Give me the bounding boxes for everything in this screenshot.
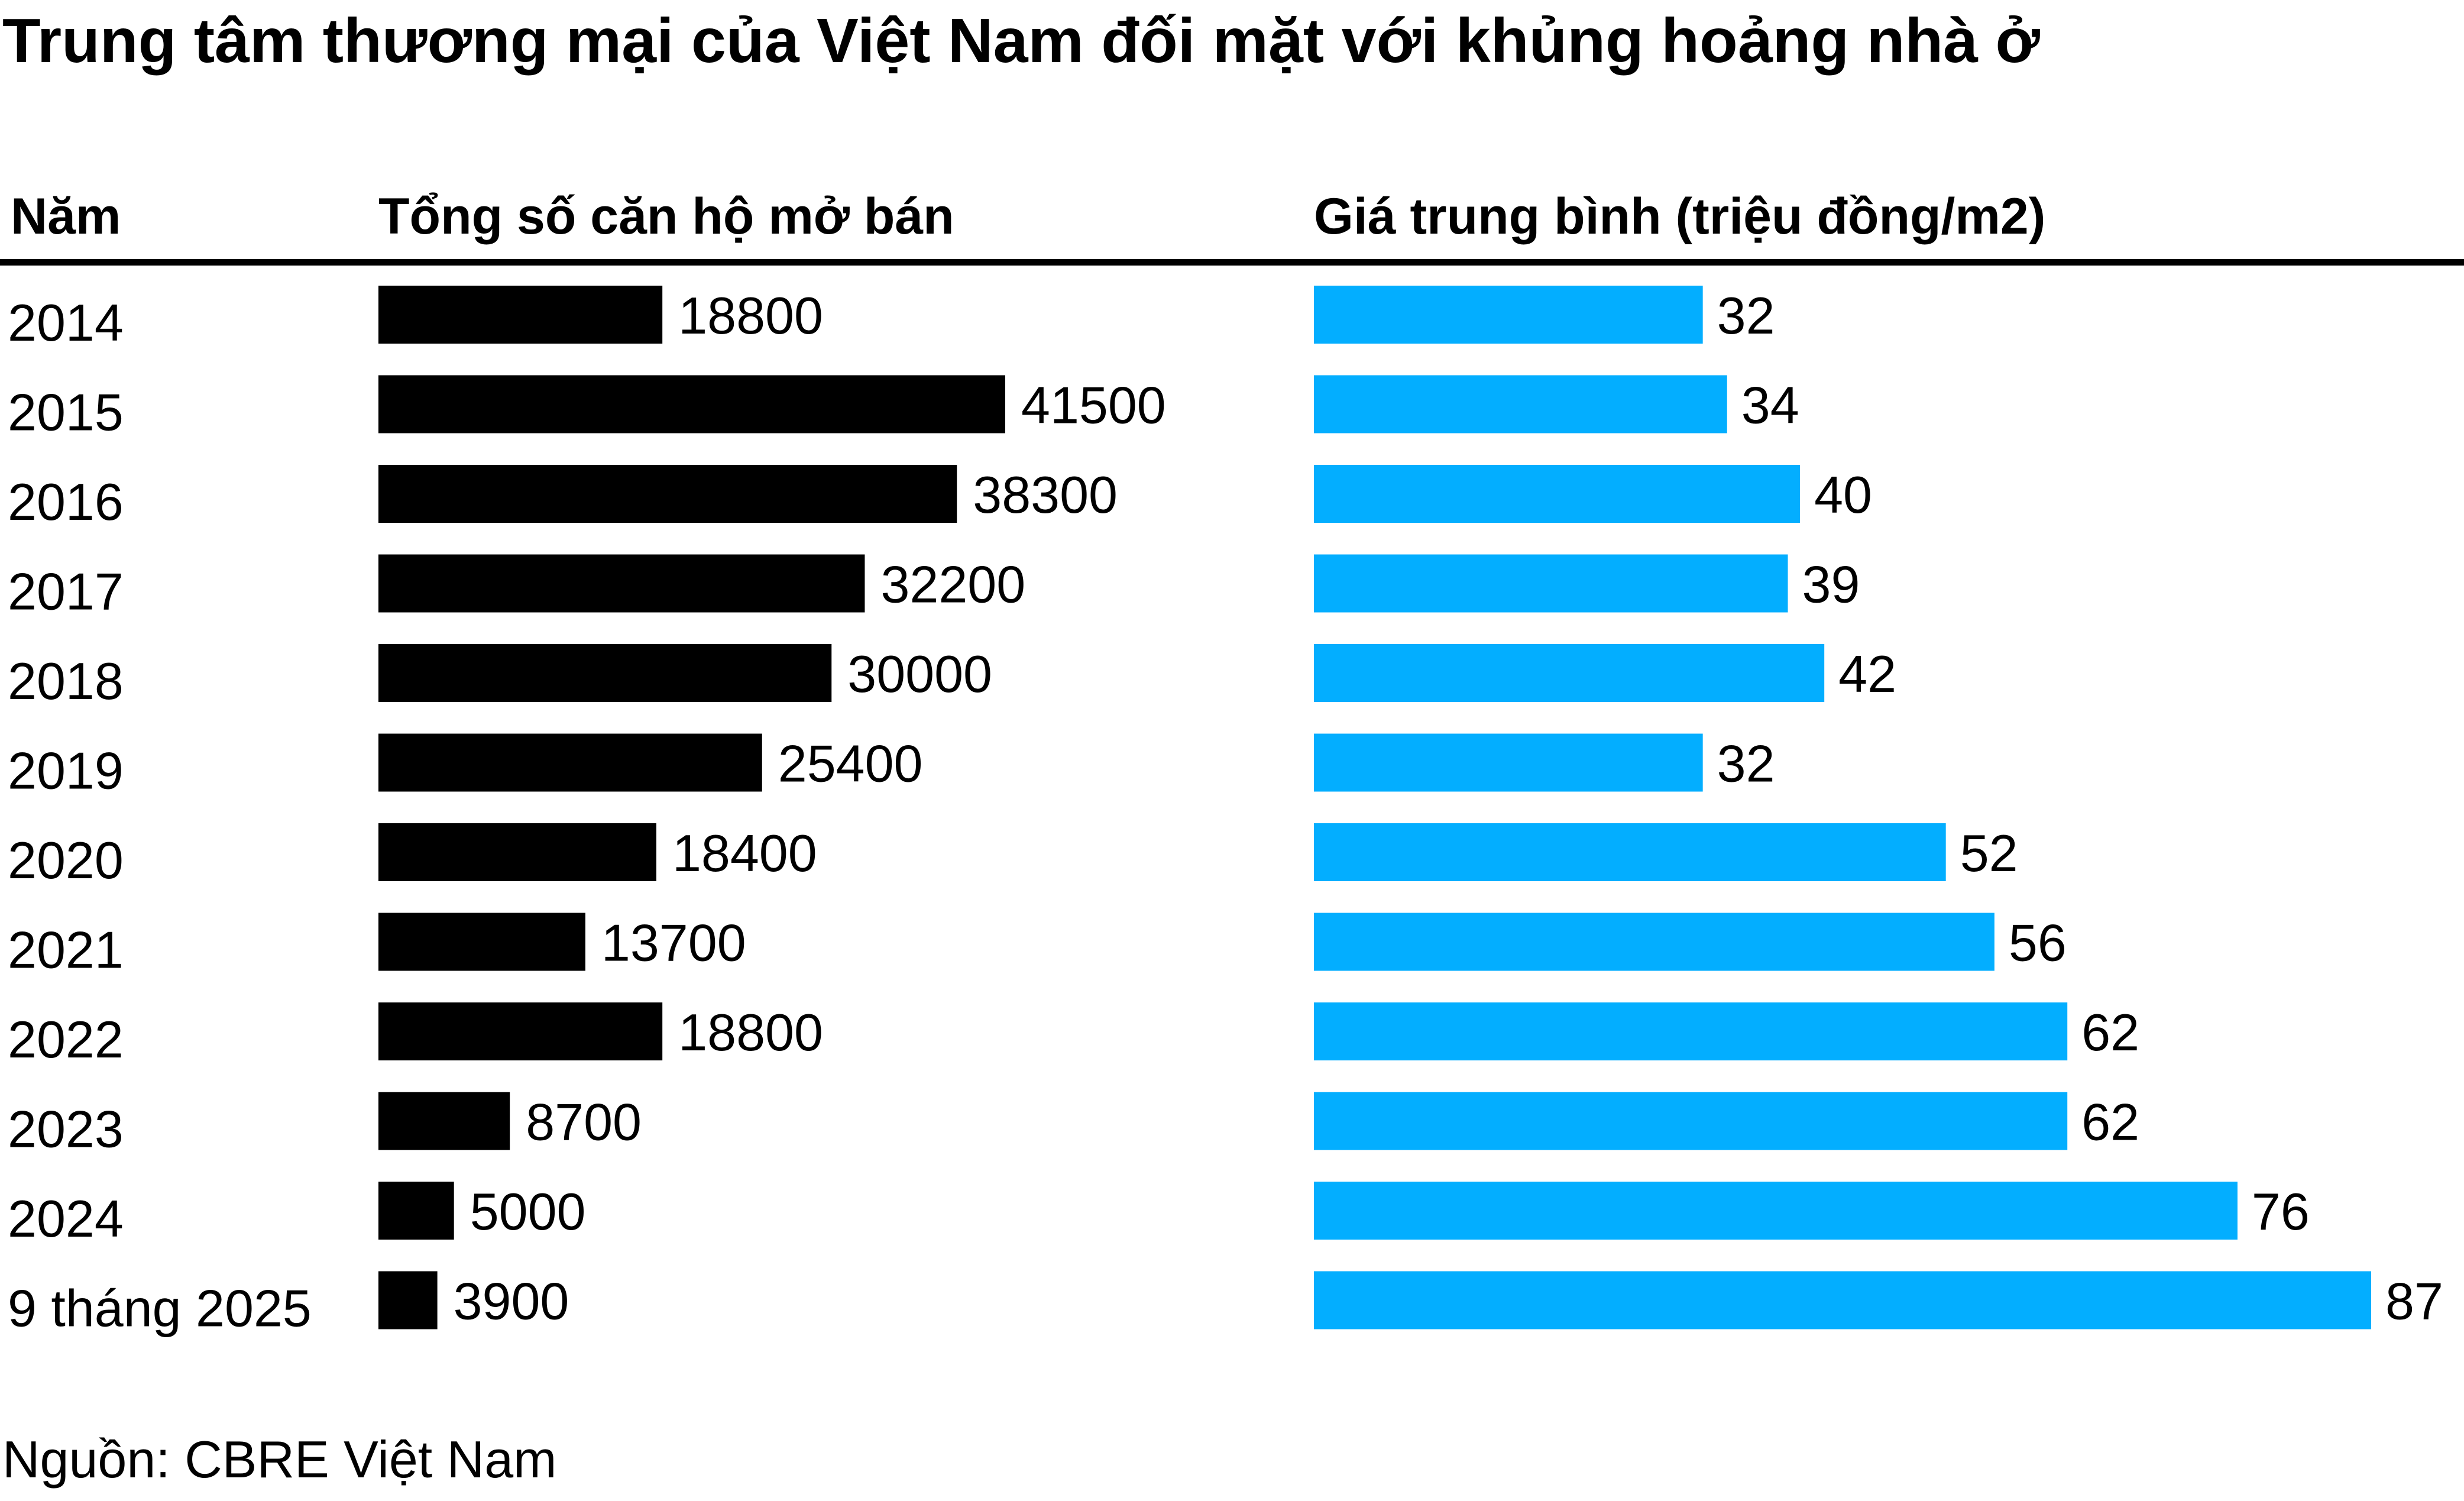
price-bar xyxy=(1314,1182,2238,1240)
units-value-label: 18800 xyxy=(678,286,823,345)
year-label: 2024 xyxy=(8,1189,124,1248)
price-value-label: 40 xyxy=(1814,465,1872,524)
chart-title: Trung tâm thương mại của Việt Nam đối mặ… xyxy=(2,6,2041,76)
price-bar xyxy=(1314,644,1825,702)
year-label: 2014 xyxy=(8,293,124,352)
price-value-label: 42 xyxy=(1838,645,1896,703)
units-bar xyxy=(378,554,865,613)
year-label: 2023 xyxy=(8,1100,124,1159)
year-label: 2022 xyxy=(8,1010,124,1069)
units-value-label: 13700 xyxy=(601,914,746,972)
year-label: 2020 xyxy=(8,831,124,889)
year-label: 2017 xyxy=(8,562,124,621)
price-bar xyxy=(1314,1271,2371,1329)
price-value-label: 32 xyxy=(1717,735,1775,793)
units-value-label: 38300 xyxy=(973,465,1118,524)
price-value-label: 32 xyxy=(1717,286,1775,345)
price-value-label: 56 xyxy=(2009,914,2067,972)
year-label: 2019 xyxy=(8,742,124,800)
units-value-label: 41500 xyxy=(1021,376,1166,435)
header-price: Giá trung bình (triệu đồng/m2) xyxy=(1314,188,2045,245)
units-bar xyxy=(378,1092,510,1150)
header-units: Tổng số căn hộ mở bán xyxy=(378,188,954,245)
price-value-label: 34 xyxy=(1741,376,1799,435)
price-bar xyxy=(1314,554,1788,613)
price-value-label: 52 xyxy=(1960,824,2018,882)
units-bar xyxy=(378,1182,454,1240)
header-divider xyxy=(0,259,2464,266)
price-value-label: 87 xyxy=(2385,1272,2443,1331)
units-value-label: 5000 xyxy=(470,1182,586,1241)
units-value-label: 32200 xyxy=(880,555,1025,614)
units-value-label: 3900 xyxy=(454,1272,569,1331)
units-bar xyxy=(378,913,585,971)
units-bar xyxy=(378,1002,663,1060)
units-value-label: 25400 xyxy=(778,735,923,793)
units-bar xyxy=(378,644,832,702)
units-bar xyxy=(378,1271,438,1329)
price-bar xyxy=(1314,733,1703,792)
price-bar xyxy=(1314,1002,2068,1060)
price-value-label: 76 xyxy=(2252,1182,2310,1241)
units-bar xyxy=(378,286,663,344)
units-value-label: 18400 xyxy=(672,824,817,882)
price-bar xyxy=(1314,375,1727,434)
price-bar xyxy=(1314,1092,2068,1150)
units-bar xyxy=(378,733,762,792)
header-year: Năm xyxy=(11,188,121,245)
units-bar xyxy=(378,375,1005,434)
source-note: Nguồn: CBRE Việt Nam xyxy=(2,1430,556,1489)
price-bar xyxy=(1314,465,1801,523)
year-label: 2018 xyxy=(8,652,124,710)
price-value-label: 62 xyxy=(2081,1093,2139,1151)
year-label: 2021 xyxy=(8,921,124,979)
year-label: 2016 xyxy=(8,473,124,531)
units-bar xyxy=(378,823,656,881)
units-value-label: 18800 xyxy=(678,1003,823,1062)
price-bar xyxy=(1314,913,1994,971)
year-label: 9 tháng 2025 xyxy=(8,1279,312,1338)
price-bar xyxy=(1314,286,1703,344)
units-value-label: 8700 xyxy=(526,1093,642,1151)
price-value-label: 39 xyxy=(1802,555,1860,614)
year-label: 2015 xyxy=(8,383,124,442)
price-value-label: 62 xyxy=(2081,1003,2139,1062)
units-bar xyxy=(378,465,957,523)
units-value-label: 30000 xyxy=(847,645,992,703)
price-bar xyxy=(1314,823,1946,881)
